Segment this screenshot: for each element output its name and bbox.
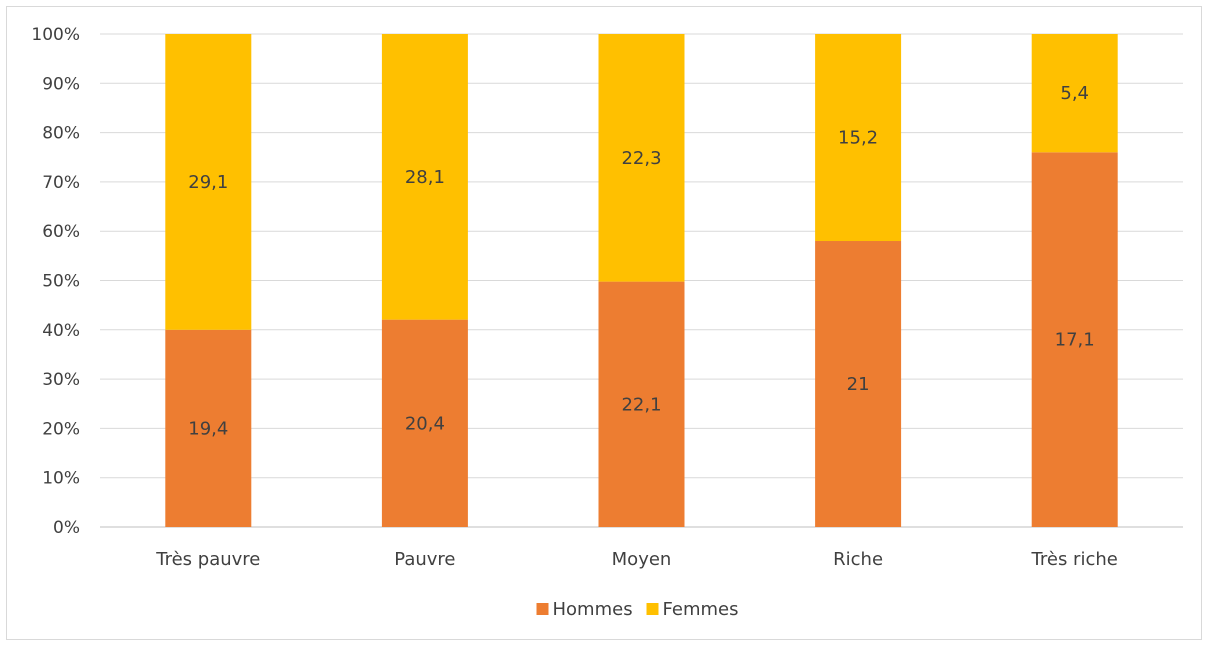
- y-axis-tick-labels: 0% 10% 20% 30% 40% 50% 60% 70% 80% 90% 100%: [31, 25, 80, 538]
- data-label: 22,1: [621, 394, 661, 415]
- data-label: 15,2: [838, 128, 878, 149]
- bar-femmes: [815, 34, 902, 242]
- bar-hommes: [598, 281, 685, 527]
- y-tick-label: 80%: [42, 124, 80, 144]
- y-tick-label: 90%: [42, 74, 80, 94]
- data-label: 17,1: [1055, 330, 1095, 351]
- data-label: 28,1: [405, 167, 445, 188]
- data-label: 22,3: [621, 148, 661, 169]
- bars: [165, 34, 1118, 527]
- bar-femmes: [1031, 34, 1118, 153]
- category-label: Riche: [833, 549, 883, 570]
- bar-hommes: [1031, 152, 1118, 527]
- bar-femmes: [381, 34, 468, 320]
- y-tick-label: 10%: [42, 469, 80, 489]
- y-tick-label: 0%: [53, 518, 80, 538]
- data-label: 29,1: [188, 172, 228, 193]
- bar-femmes: [165, 34, 252, 330]
- x-axis-category-labels: Très pauvre Pauvre Moyen Riche Très riche: [155, 549, 1118, 570]
- legend-label-hommes: Hommes: [553, 599, 633, 620]
- category-label: Très riche: [1031, 549, 1118, 570]
- legend-label-femmes: Femmes: [663, 599, 739, 620]
- legend: Hommes Femmes: [536, 599, 739, 620]
- y-tick-label: 30%: [42, 370, 80, 390]
- category-label: Très pauvre: [155, 549, 260, 570]
- bar-hommes: [165, 329, 252, 527]
- data-label: 20,4: [405, 413, 445, 434]
- data-label: 19,4: [188, 418, 228, 439]
- bar-hommes: [815, 241, 902, 527]
- category-label: Pauvre: [394, 549, 455, 570]
- y-tick-label: 40%: [42, 321, 80, 341]
- y-tick-label: 60%: [42, 222, 80, 242]
- legend-swatch-femmes: [646, 603, 659, 615]
- legend-swatch-hommes: [536, 603, 549, 615]
- bar-hommes: [381, 319, 468, 527]
- y-tick-label: 70%: [42, 173, 80, 193]
- data-labels: 19,4 29,1 20,4 28,1 22,1 22,3 21 15,2 17,1 5,4: [188, 83, 1094, 439]
- y-tick-label: 20%: [42, 419, 80, 439]
- bar-femmes: [598, 34, 685, 282]
- data-label: 5,4: [1060, 83, 1089, 104]
- data-label: 21: [847, 374, 870, 395]
- category-label: Moyen: [612, 549, 672, 570]
- y-tick-label: 100%: [31, 25, 80, 45]
- y-tick-label: 50%: [42, 272, 80, 292]
